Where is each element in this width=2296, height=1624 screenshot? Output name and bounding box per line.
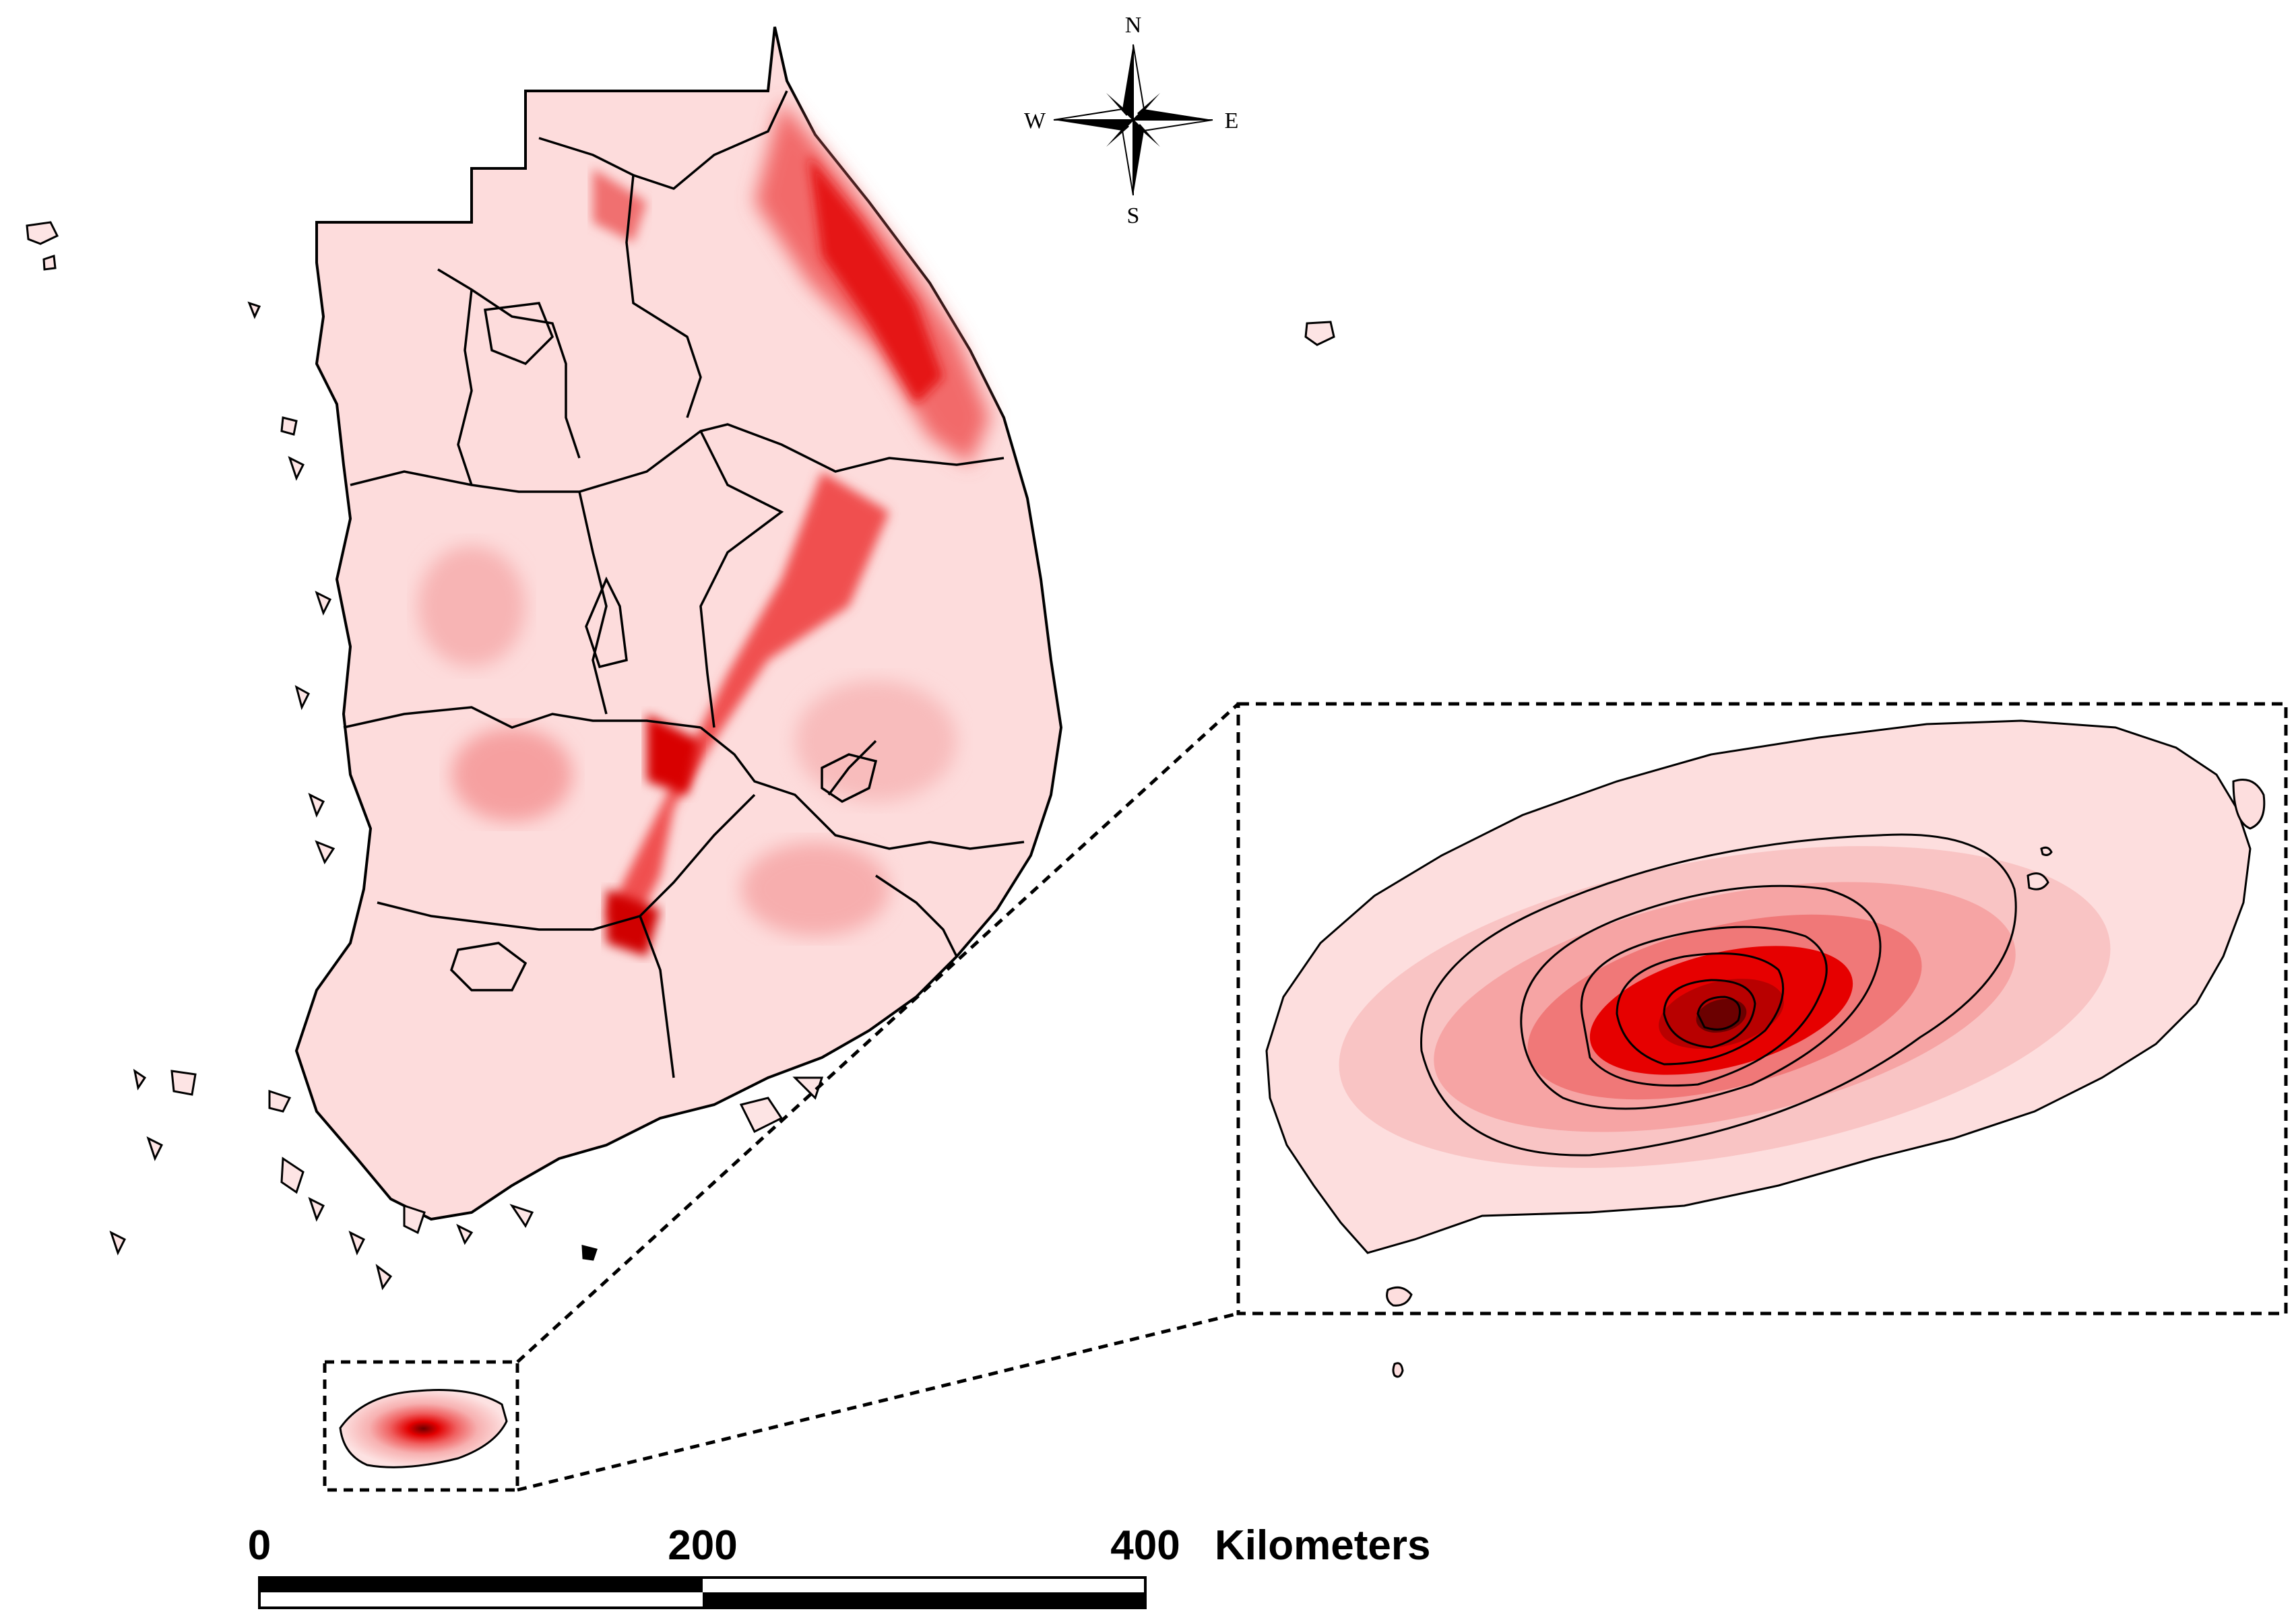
jeju-small — [323, 1360, 519, 1492]
mainland-landmass — [294, 26, 1063, 1221]
scale-segment-lower-right — [703, 1592, 1145, 1608]
jeju-large-islets — [1386, 779, 2266, 1378]
compass-south: S — [1127, 203, 1140, 228]
compass-west: W — [1024, 108, 1046, 133]
mainland-korea — [26, 26, 1335, 1291]
scale-bar: 0 200 400 Kilometers — [248, 1522, 1430, 1609]
scale-tick-200: 200 — [668, 1522, 737, 1569]
compass-east: E — [1225, 108, 1239, 133]
coastal-islands — [26, 221, 1335, 1291]
compass-north: N — [1125, 13, 1142, 38]
scale-tick-0: 0 — [248, 1522, 271, 1569]
jeju-small-island — [339, 1389, 508, 1468]
inset-connector-lines — [516, 703, 1240, 1492]
province-boundaries — [343, 90, 1025, 1078]
scale-tick-400: 400 — [1110, 1522, 1180, 1569]
scale-segment-upper-left — [259, 1578, 703, 1592]
jeju-large — [1236, 702, 2288, 1378]
elevation-contours — [1420, 833, 2017, 1157]
scale-unit: Kilometers — [1215, 1522, 1430, 1569]
compass-rose-icon: N S E W — [1024, 13, 1238, 228]
elevation-shading — [418, 101, 990, 956]
